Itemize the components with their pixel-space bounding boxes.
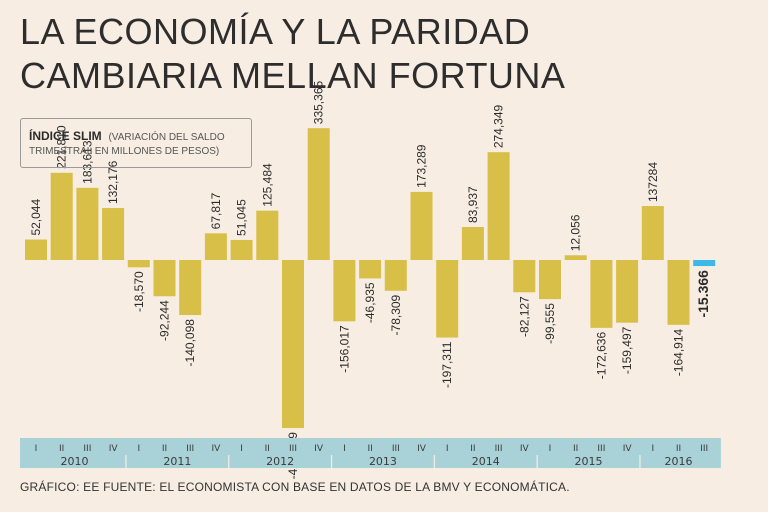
quarter-label-26: II xyxy=(676,444,681,454)
bar-27 xyxy=(693,260,716,267)
bar-10 xyxy=(256,210,279,260)
quarter-label-2: II xyxy=(59,444,64,454)
quarter-label-17: I xyxy=(446,444,449,454)
value-label-26: -164,914 xyxy=(672,328,686,376)
year-label-2014: 2014 xyxy=(472,455,500,468)
value-label-2: 221,810 xyxy=(55,125,69,169)
quarter-label-9: I xyxy=(240,444,243,454)
year-label-2013: 2013 xyxy=(369,455,397,468)
value-label-20: -82,127 xyxy=(517,296,531,337)
value-label-25: 137284 xyxy=(646,162,660,202)
bar-20 xyxy=(513,260,536,293)
value-label-27: -15.366 xyxy=(695,270,711,318)
year-label-2015: 2015 xyxy=(575,455,603,468)
bar-7 xyxy=(179,260,202,316)
bar-13 xyxy=(333,260,356,322)
quarter-label-4: IV xyxy=(109,444,119,454)
value-label-23: -172,636 xyxy=(594,332,608,380)
value-label-19: 274,349 xyxy=(492,104,506,148)
value-label-4: 132,176 xyxy=(106,160,120,204)
bar-24 xyxy=(616,260,639,323)
bar-6 xyxy=(153,260,176,297)
bar-12 xyxy=(307,128,330,260)
bar-17 xyxy=(436,260,459,338)
year-label-2012: 2012 xyxy=(266,455,294,468)
quarter-label-5: I xyxy=(137,444,140,454)
title-line-1: LA ECONOMÍA Y LA PARIDAD xyxy=(20,11,531,52)
quarter-label-1: I xyxy=(35,444,38,454)
quarter-label-3: III xyxy=(83,444,91,454)
value-label-21: -99,555 xyxy=(543,303,557,344)
quarter-label-18: II xyxy=(470,444,475,454)
bar-11 xyxy=(282,260,304,429)
quarter-label-25: I xyxy=(651,444,654,454)
bar-8 xyxy=(204,233,227,260)
quarter-label-20: IV xyxy=(520,444,530,454)
value-label-5: -18,570 xyxy=(132,271,146,312)
value-label-18: 83,937 xyxy=(466,186,480,223)
source-footer: GRÁFICO: EE FUENTE: EL ECONOMISTA CON BA… xyxy=(20,480,570,494)
bar-14 xyxy=(359,260,382,279)
value-label-12: 335,365 xyxy=(312,80,326,124)
bar-18 xyxy=(461,227,484,260)
value-label-22: 12,056 xyxy=(569,214,583,251)
quarter-label-27: III xyxy=(700,444,708,454)
bar-5 xyxy=(127,260,150,268)
value-label-1: 52,044 xyxy=(29,199,43,236)
bar-15 xyxy=(384,260,407,291)
page-title: LA ECONOMÍA Y LA PARIDAD CAMBIARIA MELLA… xyxy=(20,10,565,98)
value-label-14: -46,935 xyxy=(363,282,377,323)
value-label-7: -140,098 xyxy=(183,319,197,367)
legend-description: (VARIACIÓN DEL SALDO TRIMESTRAL EN MILLO… xyxy=(29,132,225,157)
value-label-10: 125,484 xyxy=(260,163,274,207)
quarter-label-15: III xyxy=(392,444,400,454)
value-label-15: -78,309 xyxy=(389,294,403,335)
bar-9 xyxy=(230,239,253,260)
quarter-label-16: IV xyxy=(417,444,427,454)
bar-22 xyxy=(564,255,587,260)
bar-1 xyxy=(25,239,47,260)
quarter-label-11: III xyxy=(289,444,297,454)
value-label-9: 51,045 xyxy=(235,199,249,236)
legend-title: ÍNDICE SLIM xyxy=(29,129,102,143)
quarter-label-13: I xyxy=(343,444,346,454)
year-label-2010: 2010 xyxy=(61,455,89,468)
title-line-2: CAMBIARIA MELLAN FORTUNA xyxy=(20,55,566,96)
value-label-17: -197,311 xyxy=(440,341,454,388)
value-label-3: 183,613 xyxy=(80,140,94,184)
legend-box: ÍNDICE SLIM (VARIACIÓN DEL SALDO TRIMEST… xyxy=(20,118,252,168)
axis-band xyxy=(20,438,721,468)
bar-23 xyxy=(590,260,613,328)
quarter-label-10: II xyxy=(265,444,270,454)
bar-25 xyxy=(641,206,664,260)
quarter-label-8: IV xyxy=(211,444,221,454)
value-label-8: 67,817 xyxy=(209,192,223,229)
bar-3 xyxy=(76,187,99,260)
bar-21 xyxy=(539,260,561,300)
quarter-label-6: II xyxy=(162,444,167,454)
quarter-label-7: III xyxy=(186,444,194,454)
value-labels-group: 52,044 221,810 183,613 132,176 -18,570 -92,24… xyxy=(29,80,711,479)
quarter-label-24: IV xyxy=(623,444,633,454)
bar-19 xyxy=(487,152,510,260)
bar-26 xyxy=(667,260,690,325)
value-label-16: 173,289 xyxy=(415,144,429,188)
year-label-2011: 2011 xyxy=(163,455,191,468)
quarter-label-21: I xyxy=(549,444,552,454)
quarter-label-12: IV xyxy=(314,444,324,454)
bar-2 xyxy=(50,172,73,260)
value-label-13: -156,017 xyxy=(337,325,351,373)
x-axis: I II III IV I II III IV I II III IV I II III IV I II III IV… xyxy=(20,438,721,468)
quarter-label-14: II xyxy=(367,444,372,454)
bar-4 xyxy=(102,208,125,260)
value-label-24: -159,497 xyxy=(620,326,634,374)
quarter-label-19: III xyxy=(495,444,503,454)
quarter-label-23: III xyxy=(597,444,605,454)
bars-group xyxy=(25,128,716,429)
bar-16 xyxy=(410,191,433,260)
quarter-label-22: II xyxy=(573,444,578,454)
value-label-6: -92,244 xyxy=(158,300,172,341)
year-label-2016: 2016 xyxy=(665,455,693,468)
